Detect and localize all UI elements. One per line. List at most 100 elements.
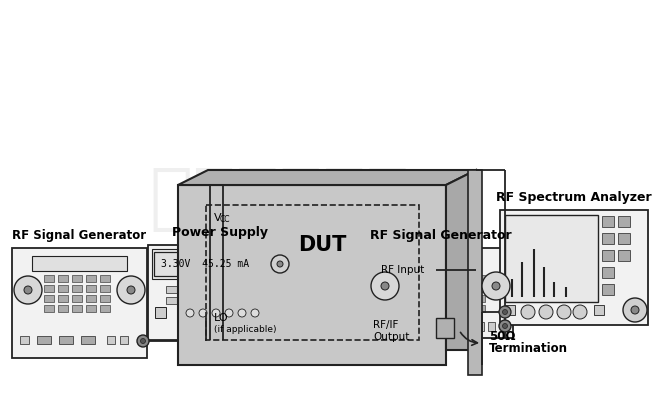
Bar [416, 295, 425, 302]
Bar [72, 275, 82, 282]
Circle shape [539, 305, 553, 319]
Bar [220, 297, 233, 304]
Bar [37, 336, 51, 344]
Bar [428, 305, 437, 312]
Bar [464, 285, 473, 292]
Bar [166, 297, 179, 304]
Circle shape [502, 324, 508, 329]
Bar [107, 336, 115, 344]
Bar [100, 285, 110, 292]
Bar [44, 295, 54, 302]
Bar [464, 275, 473, 282]
Bar [58, 295, 68, 302]
Bar [440, 305, 449, 312]
Bar [440, 285, 449, 292]
Text: 3.30V  45.25 mA: 3.30V 45.25 mA [161, 259, 249, 269]
Bar [238, 297, 251, 304]
Bar [452, 285, 461, 292]
Bar [440, 322, 456, 331]
Bar [100, 305, 110, 312]
Bar [452, 305, 461, 312]
Bar [100, 295, 110, 302]
Bar [602, 267, 614, 278]
Bar [464, 305, 473, 312]
Bar [602, 233, 614, 244]
Bar [618, 216, 630, 227]
Bar [476, 305, 485, 312]
Circle shape [557, 305, 571, 319]
Bar [81, 336, 95, 344]
Bar [488, 322, 495, 331]
Bar [403, 256, 473, 271]
Circle shape [573, 305, 587, 319]
Bar [476, 295, 485, 302]
Bar [500, 210, 648, 325]
Bar [178, 185, 446, 365]
Circle shape [137, 335, 149, 347]
Bar [202, 286, 215, 293]
Bar [152, 249, 289, 279]
Bar [505, 215, 598, 302]
Bar [166, 286, 179, 293]
Text: RF Signal Generator: RF Signal Generator [13, 229, 147, 242]
Bar [618, 250, 630, 261]
Circle shape [631, 306, 639, 314]
Bar [428, 275, 437, 282]
Bar [58, 275, 68, 282]
Bar [404, 275, 413, 282]
Bar [154, 252, 257, 276]
Circle shape [225, 309, 233, 317]
Text: 50Ω: 50Ω [489, 329, 516, 342]
Text: DUT: DUT [297, 235, 346, 255]
Bar [416, 275, 425, 282]
Circle shape [251, 309, 259, 317]
Circle shape [381, 282, 389, 290]
Bar [72, 295, 82, 302]
Bar [404, 285, 413, 292]
Bar [155, 307, 166, 318]
Text: (if applicable): (if applicable) [214, 326, 277, 334]
Circle shape [521, 305, 535, 319]
Bar [376, 322, 386, 331]
Bar [58, 285, 68, 292]
Bar [416, 305, 425, 312]
Bar [505, 305, 515, 315]
Bar [602, 250, 614, 261]
Circle shape [482, 272, 510, 300]
Bar [418, 322, 434, 331]
Bar [44, 285, 54, 292]
Bar [120, 336, 128, 344]
Text: Termination: Termination [489, 342, 568, 354]
Bar [396, 322, 412, 331]
Bar [404, 305, 413, 312]
Bar [86, 275, 96, 282]
Text: Output: Output [373, 332, 410, 342]
Text: www.vsckp.com: www.vsckp.com [192, 245, 348, 265]
Bar [12, 248, 147, 358]
Bar [618, 233, 630, 244]
Text: Power Supply: Power Supply [173, 226, 269, 239]
Bar [473, 322, 484, 331]
Circle shape [238, 309, 246, 317]
Bar [416, 285, 425, 292]
Bar [428, 285, 437, 292]
Polygon shape [178, 170, 476, 185]
Bar [44, 275, 54, 282]
Text: 世强硬创平台: 世强硬创平台 [150, 166, 410, 234]
Text: V: V [214, 213, 221, 223]
Bar [602, 284, 614, 295]
Bar [602, 216, 614, 227]
Circle shape [186, 309, 194, 317]
Bar [202, 297, 215, 304]
Circle shape [502, 309, 508, 314]
Bar [184, 286, 197, 293]
Bar [86, 305, 96, 312]
Circle shape [277, 261, 283, 267]
Bar [440, 275, 449, 282]
Bar [20, 336, 29, 344]
Bar [476, 275, 485, 282]
Bar [476, 285, 485, 292]
Bar [271, 297, 285, 304]
Circle shape [623, 298, 647, 322]
Bar [32, 256, 127, 271]
